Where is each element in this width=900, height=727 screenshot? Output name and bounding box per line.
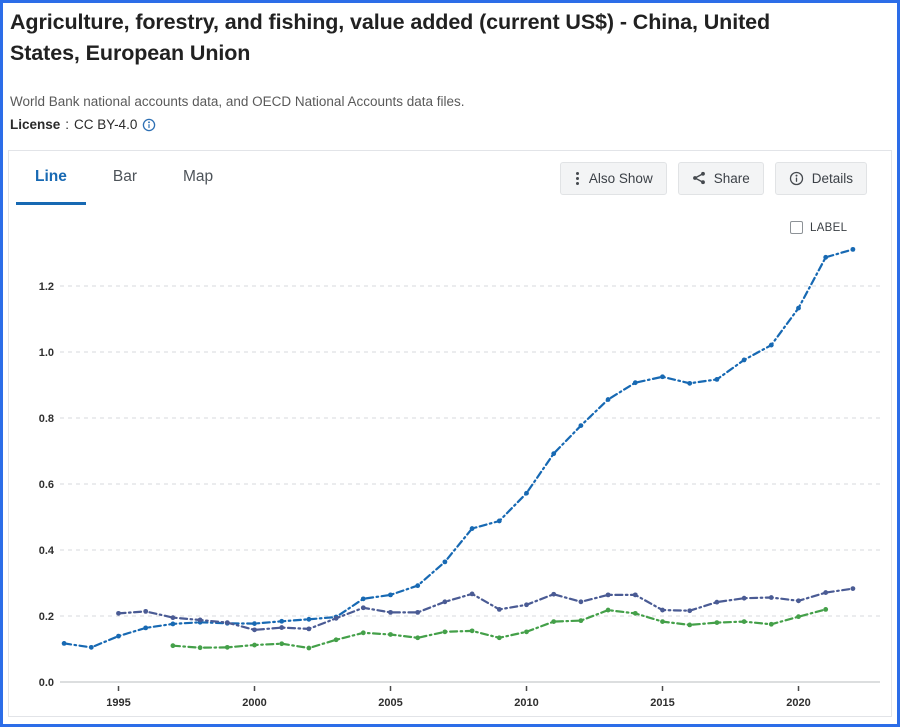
- chart-panel: Line Bar Map Also Show Share: [8, 150, 892, 717]
- page-title: Agriculture, forestry, and fishing, valu…: [10, 10, 771, 65]
- svg-text:0.4: 0.4: [39, 545, 55, 557]
- svg-text:2020: 2020: [786, 697, 810, 709]
- license-separator: :: [65, 117, 70, 132]
- tab-bar-chart[interactable]: Bar: [112, 167, 137, 185]
- svg-text:2005: 2005: [378, 697, 402, 709]
- toolbar: Also Show Share: [559, 151, 867, 205]
- info-icon: [789, 171, 803, 185]
- details-button[interactable]: Details: [774, 161, 867, 195]
- tab-bar: Line Bar Map Also Show Share: [9, 151, 891, 205]
- line-chart[interactable]: 0.0 0.2 0.4 0.6 0.8 1.0 1.2 1995 2000 2005 2010 201…: [9, 204, 893, 716]
- svg-text:2010: 2010: [514, 697, 538, 709]
- svg-text:0.2: 0.2: [39, 611, 54, 623]
- tab-map[interactable]: Map: [183, 167, 214, 185]
- svg-text:2015: 2015: [650, 697, 674, 709]
- svg-text:2000: 2000: [242, 697, 266, 709]
- license-label: License: [10, 117, 61, 132]
- svg-text:0.6: 0.6: [39, 479, 54, 491]
- label-checkbox-text: LABEL: [810, 221, 848, 234]
- label-checkbox[interactable]: [790, 221, 803, 234]
- svg-text:1995: 1995: [106, 697, 130, 709]
- svg-text:0.8: 0.8: [39, 413, 54, 425]
- kebab-icon: [575, 176, 579, 180]
- svg-text:1.0: 1.0: [39, 347, 54, 359]
- share-button[interactable]: Share: [677, 161, 764, 195]
- source-note: World Bank national accounts data, and O…: [10, 94, 465, 109]
- svg-text:1.2: 1.2: [39, 281, 54, 293]
- info-icon[interactable]: [142, 118, 156, 132]
- also-show-button[interactable]: Also Show: [559, 161, 667, 195]
- tab-line[interactable]: Line: [16, 151, 86, 205]
- label-toggle[interactable]: LABEL: [790, 221, 847, 234]
- svg-text:0.0: 0.0: [39, 677, 54, 689]
- share-icon: [692, 171, 705, 185]
- license-value: CC BY-4.0: [74, 117, 138, 132]
- license-line: License : CC BY-4.0: [10, 117, 156, 132]
